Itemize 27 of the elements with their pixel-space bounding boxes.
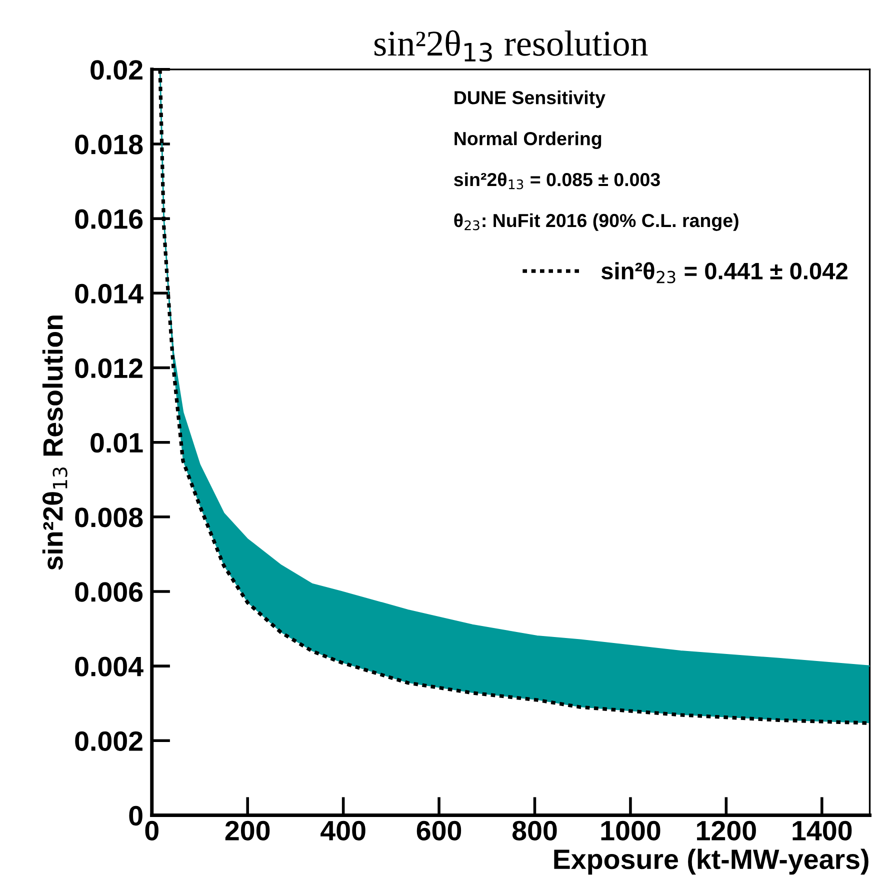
y-tick-label: 0.02 [90, 60, 142, 80]
x-tick-label: 0 [145, 820, 158, 841]
x-tick-label: 200 [225, 820, 270, 841]
y-tick-label: 0.012 [75, 358, 142, 378]
y-tick-label: 0.01 [90, 433, 143, 453]
y-axis-title: sin²2θ$_{13}$ Resolution [42, 316, 68, 570]
annotation: DUNE Sensitivity [454, 90, 606, 108]
y-tick-label: 0.016 [75, 209, 143, 229]
y-tick-label: 0.008 [75, 508, 143, 528]
y-tick-label: 0.002 [75, 731, 142, 751]
x-tick-label: 1200 [697, 820, 756, 841]
y-tick-label: 0.018 [75, 134, 143, 154]
annotation: sin²2θ$_{13}$ = 0.085 ± 0.003 [454, 172, 660, 190]
y-tick-label: 0.006 [75, 582, 143, 602]
annotation: Normal Ordering [454, 131, 602, 150]
x-tick-label: 800 [512, 820, 557, 841]
y-tick-label: 0 [129, 806, 142, 826]
y-tick-label: 0.004 [75, 656, 144, 676]
x-tick-label: 600 [416, 820, 462, 841]
annotation: θ$_{23}$: NuFit 2016 (90% C.L. range) [454, 213, 738, 231]
y-tick-label: 0.014 [75, 284, 144, 304]
x-tick-label: 400 [320, 820, 366, 841]
x-tick-label: 1000 [601, 820, 660, 841]
x-axis-title: Exposure (kt-MW-years) [554, 848, 868, 875]
chart-title: sin²2θ$_{13}$ resolution [374, 30, 648, 62]
legend-label: sin²θ$_{23}$ = 0.441 ± 0.042 [601, 262, 848, 284]
x-tick-label: 1400 [792, 820, 852, 841]
